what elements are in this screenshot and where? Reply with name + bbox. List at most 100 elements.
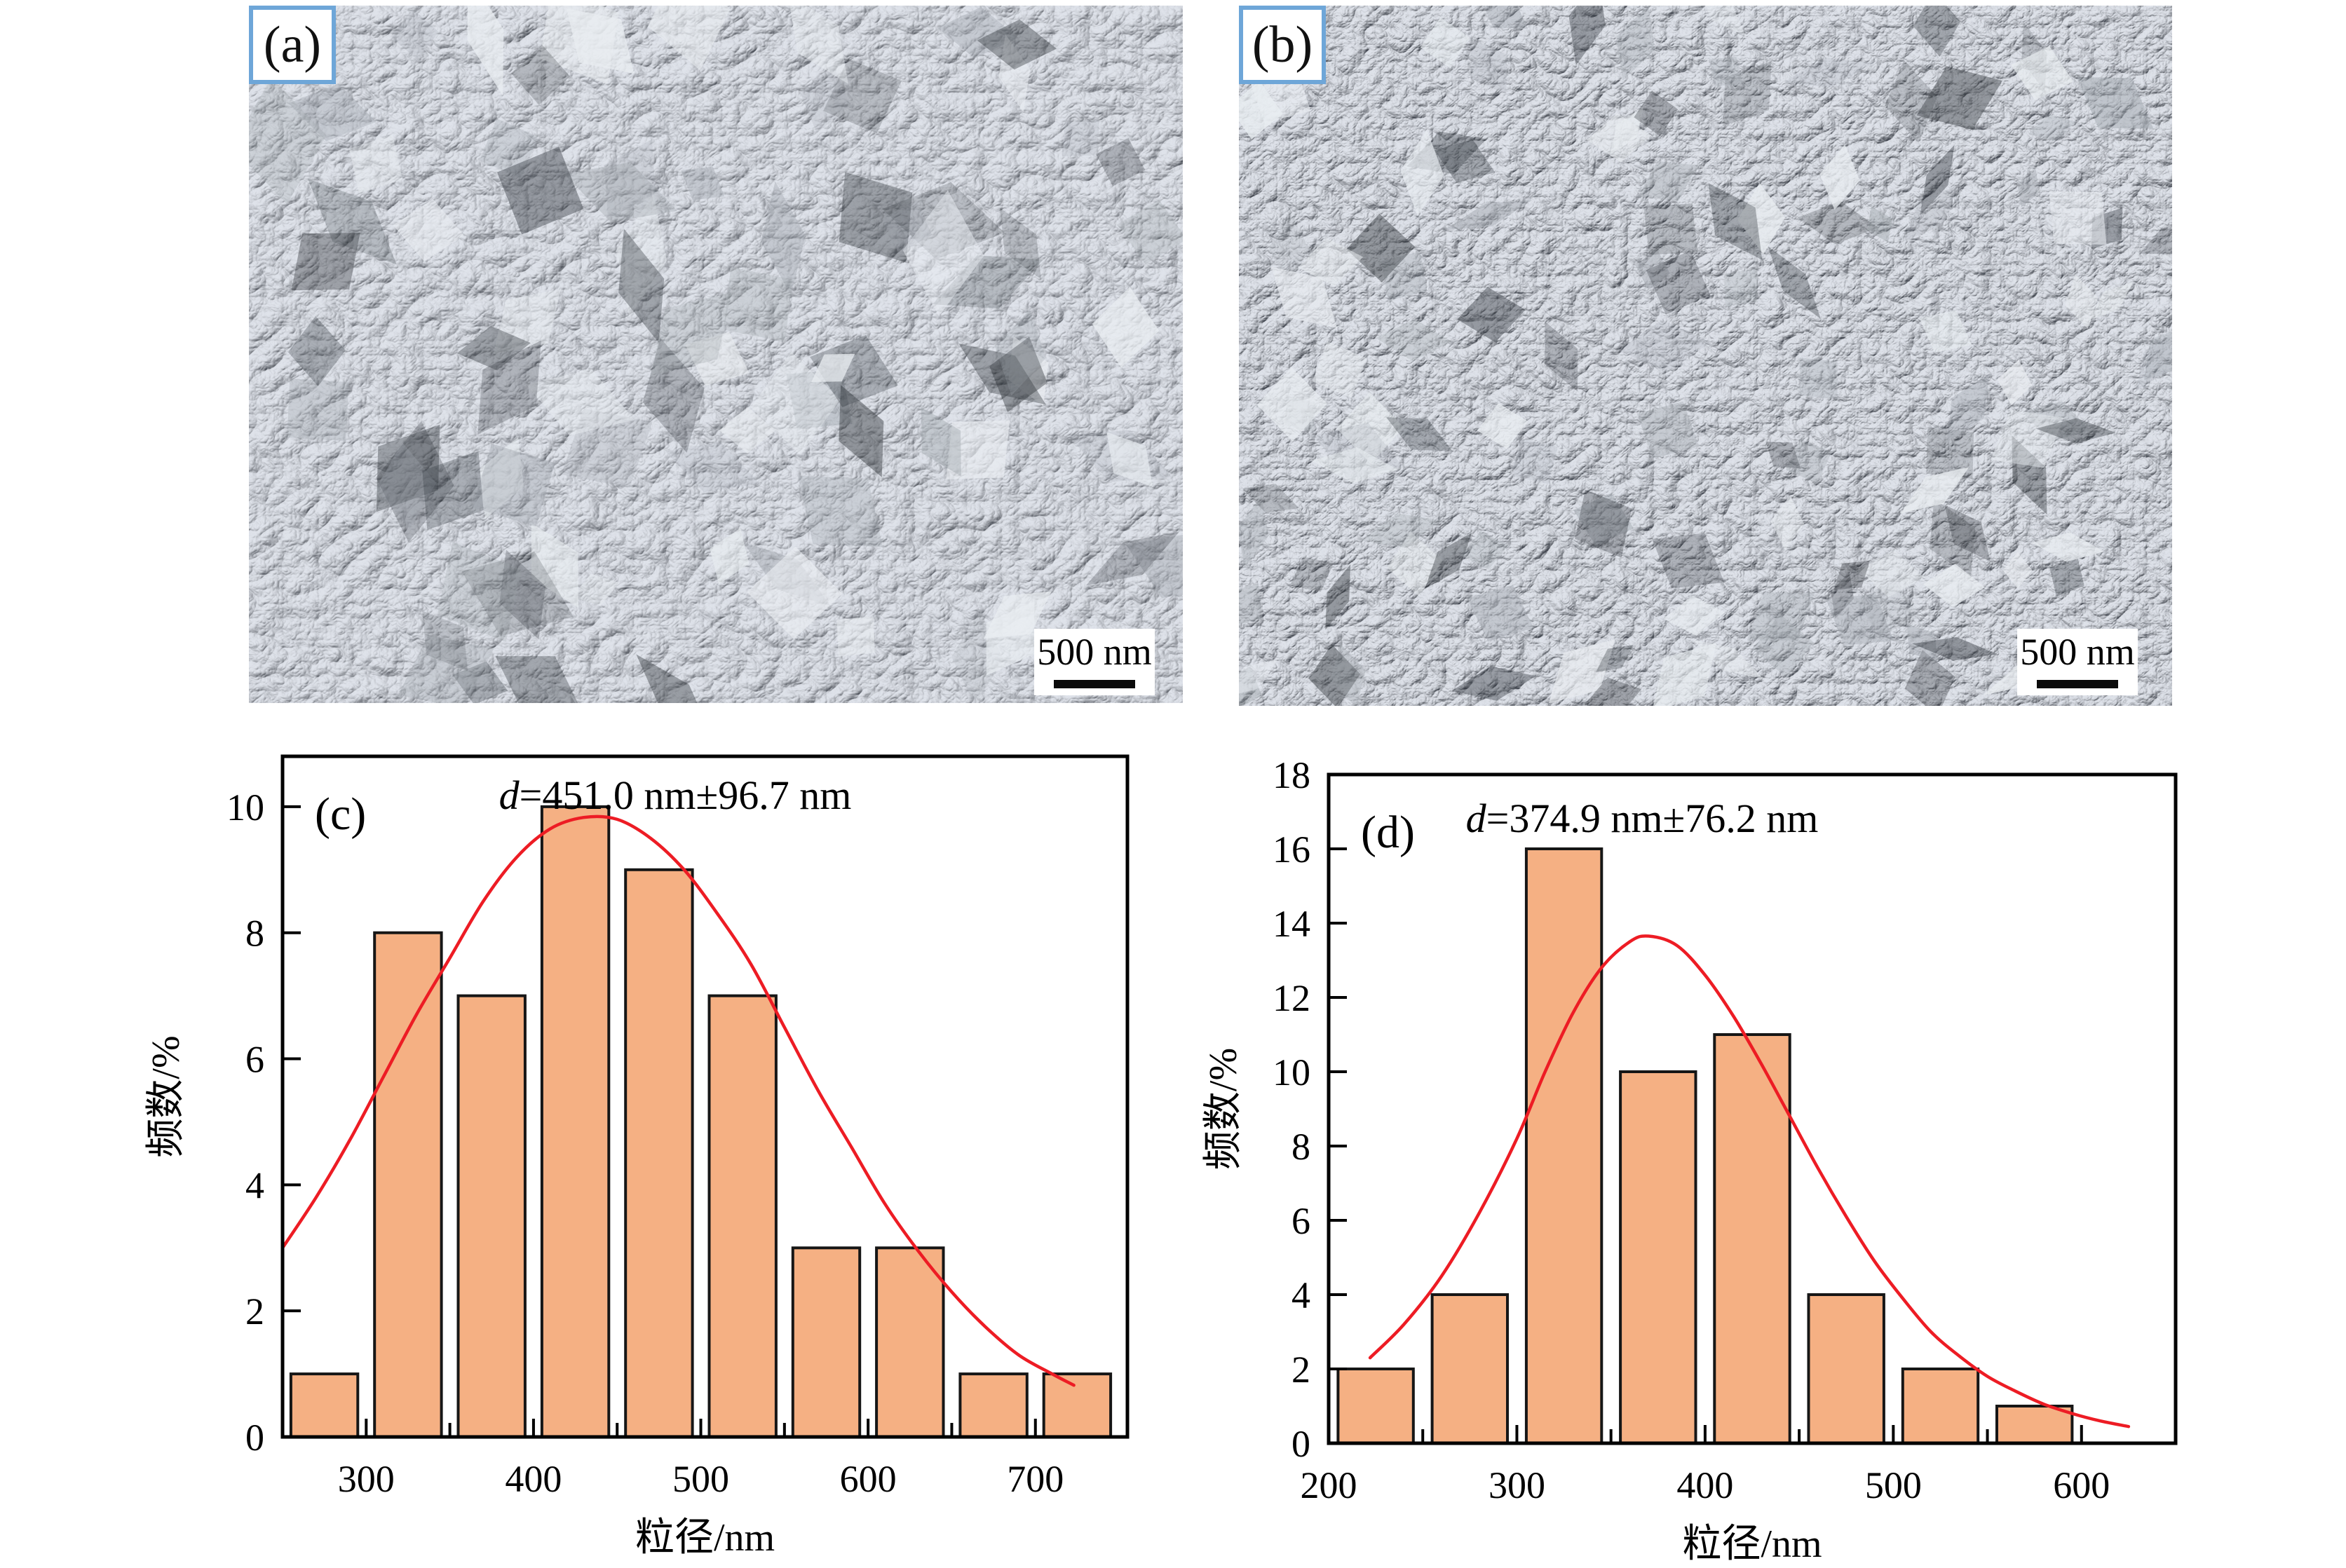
y-tick-label: 10 <box>226 786 264 829</box>
sem-crystal <box>1944 505 1991 562</box>
sem-crystal <box>1991 409 2064 468</box>
sem-crystal <box>636 654 714 703</box>
sem-crystal <box>2076 76 2154 129</box>
sem-crystal <box>710 528 750 585</box>
sem-crystal <box>1946 373 1990 443</box>
sem-crystal <box>1346 213 1416 282</box>
histogram-bar <box>1042 1372 1113 1438</box>
sem-crystals-a <box>249 6 1183 703</box>
sem-crystal <box>1930 498 1976 578</box>
sem-crystal <box>1866 206 1893 243</box>
sem-crystal <box>1765 442 1801 468</box>
sem-crystal <box>1477 403 1528 449</box>
sem-crystal <box>823 58 902 134</box>
sem-crystal <box>2136 329 2172 392</box>
sem-crystal <box>1242 484 1299 513</box>
sem-crystal <box>786 369 853 429</box>
sem-crystal <box>1900 467 1969 514</box>
histogram-bar <box>958 1372 1029 1438</box>
histogram-bar <box>791 1246 862 1439</box>
sem-crystal <box>1663 595 1725 636</box>
sem-crystal <box>1831 571 1854 619</box>
sem-crystal <box>1913 6 1961 57</box>
sem-crystal <box>998 34 1031 112</box>
sem-crystal <box>456 325 531 371</box>
sem-crystal <box>1616 6 1655 81</box>
sem-crystal <box>2139 228 2172 254</box>
sem-crystal <box>1239 583 1263 628</box>
sem-crystal <box>1904 650 1955 706</box>
sem-crystal <box>1573 493 1634 545</box>
sem-crystal <box>2028 114 2076 142</box>
sem-crystal <box>1125 533 1183 599</box>
sem-crystal <box>288 83 377 142</box>
sem-crystal <box>348 135 403 193</box>
sem-crystal <box>958 343 1046 405</box>
sem-crystal <box>393 198 464 262</box>
sem-crystal <box>719 407 776 454</box>
sem-crystal <box>526 369 635 436</box>
sem-crystal <box>787 6 848 84</box>
sem-crystal <box>1008 336 1049 407</box>
y-axis-label: 频数/% <box>144 1035 188 1157</box>
sem-crystal <box>1289 557 1334 592</box>
panel-label-b: (b) <box>1239 6 1326 84</box>
sem-crystal <box>1096 138 1146 186</box>
sem-crystal <box>1381 251 1428 301</box>
sem-crystal <box>308 179 397 265</box>
sem-crystal <box>1596 645 1634 672</box>
sem-crystal <box>665 442 760 493</box>
y-tick-label: 16 <box>1273 829 1310 871</box>
x-tick-label: 200 <box>1301 1464 1357 1506</box>
sem-image-a <box>249 6 1183 703</box>
histogram-bar <box>1901 1368 1980 1445</box>
sem-crystal <box>287 379 349 442</box>
histogram-bar <box>1524 847 1603 1445</box>
sem-crystal <box>883 200 933 254</box>
sem-crystal <box>1919 310 1972 353</box>
y-tick-label: 2 <box>245 1290 264 1332</box>
sem-crystal <box>1386 417 1453 451</box>
chart-panel-d: 200 300 400 500 600 0 2 4 6 8 10 12 14 16 18 (d) d=374.9… <box>1202 754 2178 1566</box>
sem-crystal <box>984 591 1052 639</box>
sem-crystal <box>2065 274 2098 329</box>
y-tick-label: 4 <box>1291 1274 1310 1316</box>
sem-crystal <box>1376 319 1452 361</box>
histogram-bar <box>456 994 527 1438</box>
sem-crystal <box>493 289 562 355</box>
y-tick-label: 0 <box>1291 1423 1310 1465</box>
x-tick-label: 500 <box>1865 1464 1922 1506</box>
sem-crystal <box>1800 357 1838 400</box>
sem-crystal <box>398 635 494 703</box>
sem-noise-b <box>1239 6 2172 706</box>
sem-crystal <box>1643 203 1698 255</box>
panel-label-a-text: (a) <box>263 15 322 74</box>
sem-crystal <box>1062 120 1100 157</box>
sem-crystal <box>1912 636 1998 661</box>
sem-texture-b <box>1239 6 2172 706</box>
sem-crystal <box>642 338 705 453</box>
sem-crystal <box>1271 266 1338 329</box>
sem-crystal <box>1709 57 1743 87</box>
sem-crystal <box>839 385 884 477</box>
sem-crystal <box>651 292 732 376</box>
scale-bar-b-line <box>2037 680 2118 688</box>
sem-crystal <box>747 546 843 639</box>
sem-crystal <box>1747 592 1815 641</box>
sem-crystal <box>685 332 750 386</box>
sem-crystal <box>1360 513 1443 547</box>
y-tick-label: 12 <box>1273 977 1310 1019</box>
sem-crystal <box>1786 438 1832 484</box>
sem-crystal <box>540 6 619 84</box>
sem-crystal <box>2017 169 2040 207</box>
x-tick-label: 400 <box>1676 1464 1733 1506</box>
sem-crystal <box>511 44 570 105</box>
sem-crystal <box>2032 532 2105 562</box>
sem-crystal <box>422 611 468 671</box>
sem-crystal <box>989 336 1047 413</box>
sem-crystal <box>1239 81 1283 139</box>
panel-label-a: (a) <box>249 6 336 84</box>
sem-crystal <box>933 255 1043 309</box>
sem-crystal <box>1693 639 1763 679</box>
sem-crystal <box>1511 438 1558 484</box>
